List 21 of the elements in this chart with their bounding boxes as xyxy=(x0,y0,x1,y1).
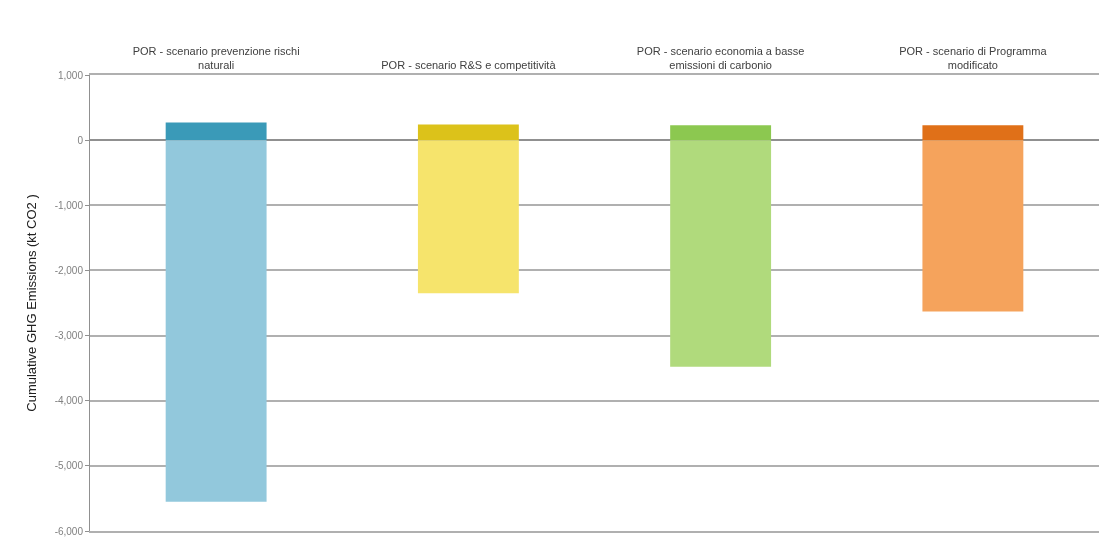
y-tick-label: -1,000 xyxy=(54,199,84,211)
y-tick-label: 1,000 xyxy=(57,69,84,81)
y-tick-label: -4,000 xyxy=(54,395,84,407)
y-tick-label: 0 xyxy=(77,134,84,146)
y-axis-title: Cumulative GHG Emissions (kt CO2 ) xyxy=(23,194,39,412)
y-tick-label: -2,000 xyxy=(54,264,84,276)
y-tick-label: -6,000 xyxy=(54,525,84,537)
bar xyxy=(165,122,267,141)
x-tick-label: POR - scenario economia a basse emissioni di carbonio xyxy=(636,44,805,71)
bar xyxy=(670,140,772,367)
y-tick-label: -3,000 xyxy=(54,330,84,342)
bar xyxy=(670,125,772,141)
bar xyxy=(417,124,519,141)
x-tick-label: POR - scenario di Programma modificato xyxy=(899,44,1048,71)
bar xyxy=(922,140,1024,312)
bar xyxy=(922,125,1024,141)
bar xyxy=(165,140,267,502)
y-tick-label: -5,000 xyxy=(54,460,84,472)
bar xyxy=(417,140,519,294)
x-tick-label: POR - scenario prevenzione rischi naturali xyxy=(132,44,300,71)
x-tick-label: POR - scenario R&S e competitività xyxy=(381,58,557,71)
